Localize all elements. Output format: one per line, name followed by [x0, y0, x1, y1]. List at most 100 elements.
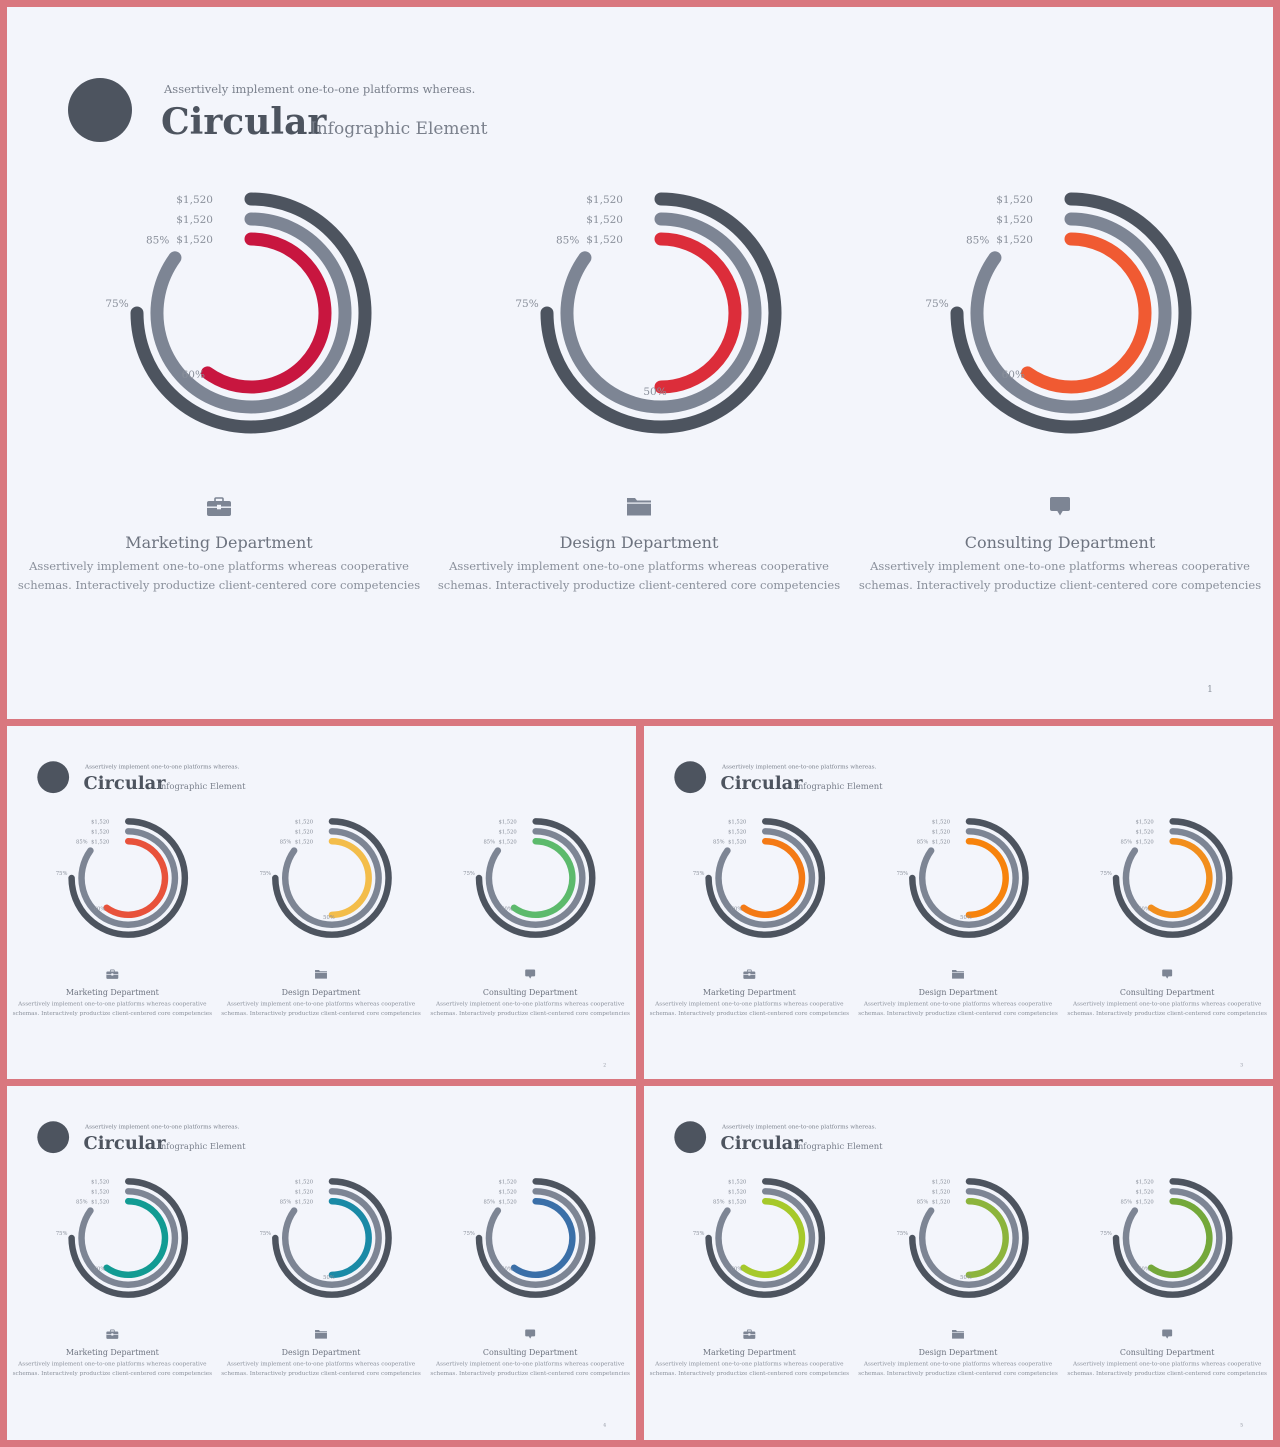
ring-percent-label: 85%	[713, 840, 725, 846]
ring-value-label: $1,520	[932, 1189, 950, 1195]
slide-canvas: Assertively implement one-to-one platfor…	[18, 78, 1261, 695]
ring-value-label: $1,520	[586, 234, 623, 246]
ring-value-label: $1,520	[728, 839, 746, 845]
department-description: Assertively implement one-to-one platfor…	[1072, 1362, 1262, 1368]
ring-value-label: $1,520	[91, 839, 109, 845]
ring-value-label: $1,520	[499, 1199, 517, 1205]
department-description: Assertively implement one-to-one platfor…	[863, 1002, 1053, 1008]
ring-percent-label: 85%	[483, 840, 495, 846]
page-number: 5	[1240, 1422, 1243, 1428]
ring-arc-2	[1122, 1188, 1223, 1288]
ring-arc-3	[103, 1198, 169, 1278]
ring-percent-label: 85%	[1120, 1200, 1132, 1206]
ring-percent-label: 60%	[94, 1266, 106, 1272]
department-description: Assertively implement one-to-one platfor…	[17, 1002, 207, 1008]
slide-5: Assertively implement one-to-one platfor…	[644, 1086, 1273, 1440]
speech-bubble-icon	[525, 969, 536, 979]
ring-value-label: $1,520	[1136, 819, 1154, 825]
header-title: Circular	[161, 101, 327, 143]
page-number: 4	[603, 1422, 606, 1428]
ring-percent-label: 75%	[515, 298, 538, 310]
ring-percent-label: 75%	[463, 871, 475, 877]
slide-canvas: Assertively implement one-to-one platfor…	[650, 761, 1267, 1068]
ring-arc-1	[950, 192, 1192, 434]
ring-value-label: $1,520	[586, 214, 623, 226]
ring-value-label: $1,520	[176, 234, 213, 246]
ring-percent-label: 85%	[556, 235, 579, 247]
department-title: Design Department	[282, 1348, 362, 1357]
department-description: schemas. Interactively productize client…	[438, 578, 840, 592]
ring-arc-3	[510, 838, 576, 918]
ring-percent-label: 75%	[897, 1231, 909, 1237]
ring-value-label: $1,520	[499, 1179, 517, 1185]
department-description: Assertively implement one-to-one platfor…	[17, 1362, 207, 1368]
ring-percent-label: 75%	[260, 1231, 272, 1237]
ring-arc-3	[1021, 232, 1152, 394]
folder-icon	[952, 969, 964, 979]
ring-percent-label: 85%	[146, 235, 169, 247]
slide-2: Assertively implement one-to-one platfor…	[7, 726, 636, 1079]
ring-arc-1	[1112, 818, 1233, 938]
ring-value-label: $1,520	[499, 839, 517, 845]
ring-arc-1	[272, 818, 392, 938]
briefcase-icon	[106, 1329, 119, 1339]
department-description: Assertively implement one-to-one platfor…	[226, 1362, 416, 1368]
radial-chart-consulting-department: $1,520 75% $1,520 85% $1,520 60% Consulting De…	[430, 1178, 630, 1377]
ring-arc-2	[78, 828, 179, 928]
department-title: Marketing Department	[66, 988, 160, 997]
slide-3: Assertively implement one-to-one platfor…	[644, 726, 1273, 1079]
ring-percent-label: 75%	[1100, 871, 1112, 877]
ring-arc-2	[715, 828, 816, 928]
ring-arc-3	[654, 232, 742, 394]
ring-arc-3	[328, 838, 372, 919]
ring-arc-3	[965, 1198, 1009, 1279]
ring-percent-label: 60%	[1138, 1266, 1150, 1272]
department-description: Assertively implement one-to-one platfor…	[654, 1002, 844, 1008]
department-description: schemas. Interactively productize client…	[13, 1371, 213, 1377]
ring-percent-label: 75%	[56, 1231, 68, 1237]
ring-percent-label: 50%	[323, 1275, 335, 1281]
ring-arc-2	[485, 828, 586, 928]
ring-value-label: $1,520	[295, 1199, 313, 1205]
ring-value-label: $1,520	[932, 839, 950, 845]
header-circle	[674, 1121, 707, 1154]
department-description: Assertively implement one-to-one platfor…	[1072, 1002, 1262, 1008]
ring-value-label: $1,520	[91, 1189, 109, 1195]
ring-value-label: $1,520	[996, 234, 1033, 246]
ring-arc-1	[475, 818, 596, 938]
ring-percent-label: 60%	[182, 369, 205, 381]
ring-value-label: $1,520	[295, 1189, 313, 1195]
ring-percent-label: 85%	[280, 840, 292, 846]
department-description: Assertively implement one-to-one platfor…	[28, 559, 409, 573]
department-description: Assertively implement one-to-one platfor…	[448, 559, 829, 573]
department-description: Assertively implement one-to-one platfor…	[863, 1362, 1053, 1368]
ring-percent-label: 50%	[960, 1275, 972, 1281]
ring-percent-label: 75%	[693, 871, 705, 877]
department-description: schemas. Interactively productize client…	[1067, 1011, 1267, 1017]
ring-value-label: $1,520	[728, 1189, 746, 1195]
ring-percent-label: 75%	[260, 871, 272, 877]
briefcase-icon	[743, 969, 756, 979]
department-description: schemas. Interactively productize client…	[221, 1371, 421, 1377]
department-title: Marketing Department	[703, 988, 797, 997]
ring-arc-2	[150, 212, 352, 414]
ring-value-label: $1,520	[91, 1199, 109, 1205]
folder-icon	[315, 969, 327, 979]
header-title-suffix: Infographic Element	[158, 781, 247, 791]
ring-arc-1	[68, 818, 189, 938]
ring-value-label: $1,520	[1136, 829, 1154, 835]
ring-arc-1	[909, 1178, 1029, 1298]
ring-percent-label: 75%	[56, 871, 68, 877]
department-description: schemas. Interactively productize client…	[430, 1011, 630, 1017]
ring-arc-3	[1147, 1198, 1213, 1278]
header-circle	[68, 78, 132, 142]
ring-arc-1	[1112, 1178, 1233, 1298]
header-title-suffix: Infographic Element	[310, 119, 488, 139]
ring-value-label: $1,520	[728, 829, 746, 835]
header-subtitle: Assertively implement one-to-one platfor…	[721, 1125, 877, 1131]
ring-arc-1	[909, 818, 1029, 938]
